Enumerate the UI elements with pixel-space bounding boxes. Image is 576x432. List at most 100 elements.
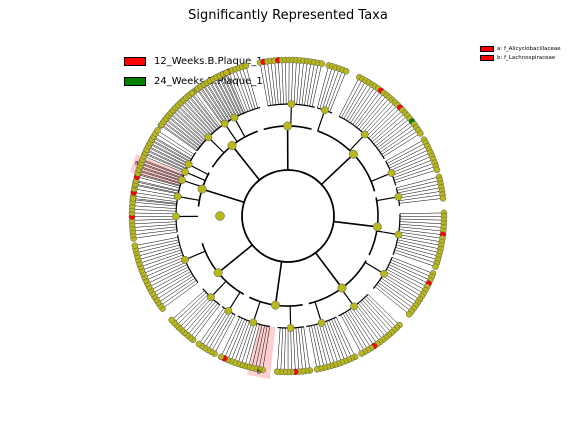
- leaf-branch: [396, 180, 440, 191]
- leaf-branch: [394, 169, 438, 184]
- leaf-branch: [132, 198, 177, 204]
- leaf-branch: [139, 167, 182, 182]
- leaf-branch: [284, 327, 286, 372]
- leaf-branch: [399, 212, 444, 215]
- leaf-branch: [167, 116, 202, 145]
- leaf-branch: [188, 95, 218, 130]
- phylum-node: [213, 268, 223, 278]
- leaf-branch: [172, 111, 206, 141]
- leaf-branch: [354, 90, 382, 127]
- leaf-branch: [165, 118, 201, 147]
- leaf-branch: [295, 327, 300, 372]
- clade-label: a: f_Alicyclobacillaceae: [497, 45, 561, 52]
- leaf-branch: [135, 185, 179, 195]
- leaf-branch: [183, 99, 214, 133]
- leaf-branch: [398, 234, 442, 243]
- leaf-branch: [319, 66, 333, 109]
- leaf-branch: [146, 150, 187, 170]
- leaf-branch: [151, 140, 190, 163]
- leaf-branch: [148, 266, 189, 288]
- leaf-branch: [165, 119, 201, 147]
- clade-entry-a: a: f_Alicyclobacillaceae: [480, 44, 561, 53]
- leaf-branch: [162, 122, 199, 150]
- leaf-branch: [133, 192, 178, 200]
- leaf-branch: [204, 310, 229, 349]
- leaf-branch: [399, 223, 444, 228]
- family-node: [207, 293, 215, 302]
- leaf-branch: [135, 181, 179, 192]
- leaf-branch: [356, 304, 384, 340]
- leaf-branch: [381, 130, 419, 155]
- leaf-branch: [251, 324, 263, 368]
- leaf-node: [131, 242, 139, 249]
- leaf-node: [432, 263, 439, 270]
- leaf-branch: [216, 77, 237, 117]
- leaf-branch: [306, 62, 315, 106]
- leaf-node: [242, 62, 250, 70]
- family-node: [178, 176, 186, 184]
- leaf-branch: [175, 107, 208, 139]
- leaf-branch: [227, 319, 245, 360]
- leaf-branch: [303, 326, 311, 371]
- leaf-branch: [138, 169, 182, 184]
- leaf-branch: [138, 170, 181, 185]
- leaf-branch: [308, 325, 318, 370]
- leaf-branch: [399, 221, 444, 225]
- leaf-branch: [345, 312, 369, 351]
- leaf-branch: [218, 76, 239, 116]
- leaf-branch: [135, 239, 179, 250]
- leaf-node: [417, 130, 424, 137]
- leaf-branch: [393, 162, 435, 179]
- leaf-branch: [215, 77, 237, 117]
- phylum-node: [337, 283, 347, 293]
- family-node: [224, 306, 233, 315]
- leaf-branch: [142, 159, 184, 176]
- leaf-branch: [345, 82, 370, 121]
- leaf-branch: [380, 127, 417, 153]
- leaf-branch: [329, 71, 347, 113]
- leaf-branch: [399, 226, 444, 232]
- leaf-branch: [228, 71, 246, 113]
- leaf-branch: [398, 231, 443, 239]
- leaf-branch: [360, 97, 390, 132]
- leaf-branch: [181, 297, 212, 331]
- leaf-branch: [313, 324, 325, 368]
- leaf-branch: [187, 95, 217, 131]
- leaf-branch: [311, 325, 321, 369]
- leaf-branch: [141, 254, 184, 271]
- leaf-branch: [396, 176, 440, 189]
- leaf-branch: [212, 79, 234, 119]
- leaf-branch: [290, 327, 292, 372]
- family-node: [181, 168, 189, 176]
- leaf-branch: [242, 66, 256, 109]
- leaf-branch: [327, 69, 343, 112]
- leaf-branch: [352, 88, 379, 125]
- leaf-branch: [259, 62, 269, 106]
- leaf-branch: [397, 239, 441, 250]
- leaf-branch: [358, 95, 387, 130]
- leaf-branch: [382, 275, 420, 300]
- leaf-branch: [144, 259, 186, 278]
- family-node: [249, 318, 258, 327]
- family-node: [184, 160, 193, 169]
- root-ring: [241, 169, 335, 263]
- leaf-branch: [349, 309, 375, 347]
- leaf-branch: [132, 224, 177, 228]
- leaf-branch: [397, 183, 441, 194]
- leaf-branch: [398, 194, 443, 201]
- phylum-node: [197, 184, 207, 194]
- family-node: [287, 100, 296, 108]
- family-node: [387, 169, 396, 177]
- leaf-branch: [326, 321, 342, 363]
- leaf-branch: [140, 163, 183, 180]
- leaf-branch: [341, 78, 363, 118]
- leaf-branch: [187, 301, 216, 336]
- leaf-branch: [262, 326, 271, 370]
- leaf-branch: [328, 320, 346, 362]
- leaf-branch: [200, 86, 226, 124]
- family-node: [380, 269, 388, 278]
- leaf-branch: [154, 273, 193, 297]
- leaf-branch: [197, 88, 224, 125]
- leaf-branch: [136, 176, 180, 189]
- leaf-branch: [152, 271, 191, 294]
